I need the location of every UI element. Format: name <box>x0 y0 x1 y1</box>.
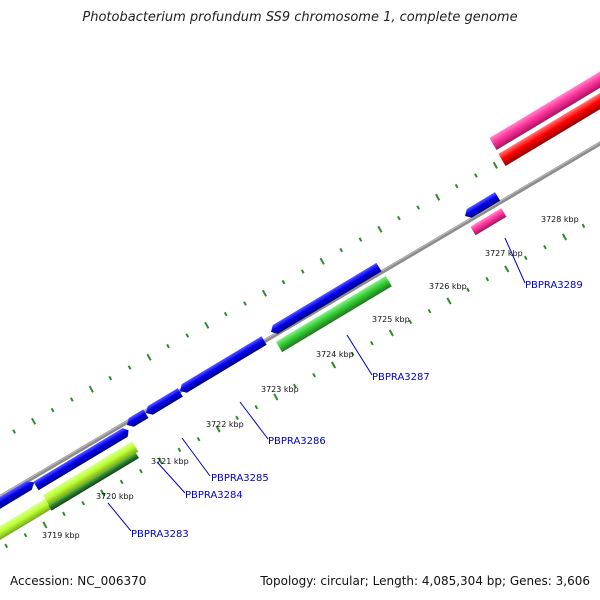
scale-label: 3727 kbp <box>485 249 523 258</box>
scale-label: 3725 kbp <box>372 315 410 324</box>
repeat-features <box>470 71 600 236</box>
forward-strand-features <box>0 192 501 513</box>
scale-label: 3721 kbp <box>151 457 189 466</box>
scale-labels: 3719 kbp 3720 kbp 3721 kbp 3722 kbp 3723… <box>42 215 579 540</box>
gene-feature[interactable] <box>33 426 131 491</box>
scale-label: 3726 kbp <box>429 282 467 291</box>
scale-label: 3720 kbp <box>96 492 134 501</box>
rna-and-other-features <box>0 275 392 544</box>
scale-tick-track <box>4 223 586 549</box>
scale-label: 3723 kbp <box>261 385 299 394</box>
green-feature[interactable] <box>275 275 392 353</box>
gene-label[interactable]: PBPRA3285 <box>211 473 269 484</box>
gene-label[interactable]: PBPRA3284 <box>185 490 243 501</box>
scale-label: 3719 kbp <box>42 531 80 540</box>
pink-feature[interactable] <box>489 71 600 151</box>
gene-labels: PBPRA3283 PBPRA3284 PBPRA3285 PBPRA3286 … <box>131 280 583 540</box>
gene-leader-lines <box>107 237 526 532</box>
gene-feature[interactable] <box>124 409 149 429</box>
gene-feature[interactable] <box>177 336 267 395</box>
gene-label[interactable]: PBPRA3287 <box>372 372 430 383</box>
map-title: Photobacterium profundum SS9 chromosome … <box>82 10 518 25</box>
gene-label[interactable]: PBPRA3286 <box>268 436 326 447</box>
scale-label: 3722 kbp <box>206 420 244 429</box>
gene-feature[interactable] <box>268 262 382 336</box>
gene-feature[interactable] <box>0 478 37 513</box>
dark-green-feature[interactable] <box>48 452 139 511</box>
scale-label: 3724 kbp <box>316 350 354 359</box>
scale-label: 3728 kbp <box>541 215 579 224</box>
gene-label[interactable]: PBPRA3283 <box>131 529 189 540</box>
pink-feature[interactable] <box>470 208 507 236</box>
lime-feature[interactable] <box>42 441 139 506</box>
gene-label[interactable]: PBPRA3289 <box>525 280 583 291</box>
gene-feature[interactable] <box>143 388 183 417</box>
gene-feature[interactable] <box>462 192 501 220</box>
genome-summary: Topology: circular; Length: 4,085,304 bp… <box>260 574 590 588</box>
lime-feature[interactable] <box>0 497 53 544</box>
accession-label: Accession: NC_006370 <box>10 574 147 588</box>
red-feature[interactable] <box>498 87 600 167</box>
